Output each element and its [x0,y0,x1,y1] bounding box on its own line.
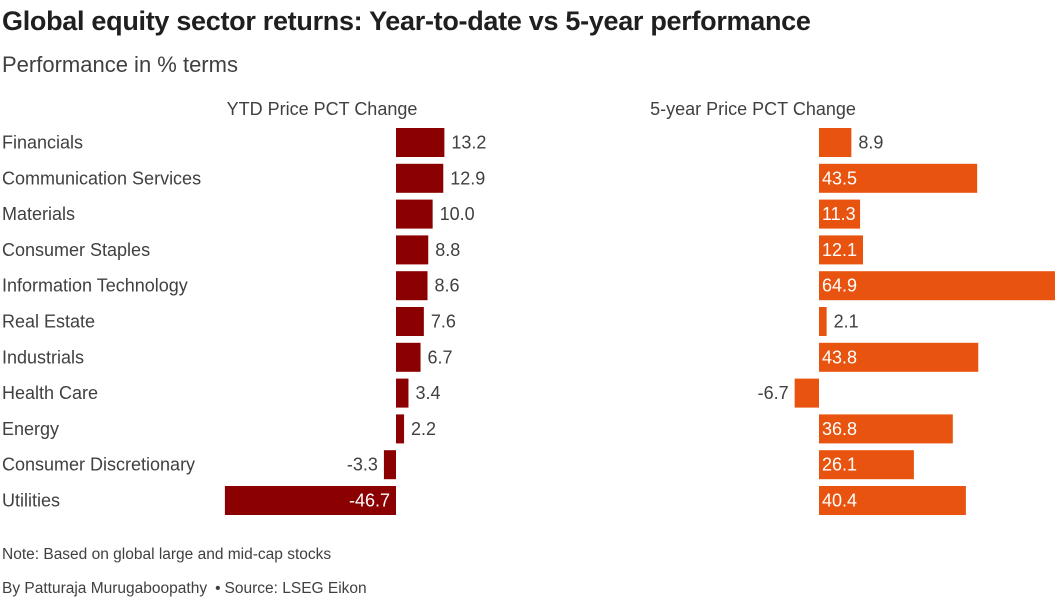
bar [383,450,396,480]
data-label: 3.4 [415,383,440,403]
bar [819,307,827,336]
category-label: Information Technology [2,276,188,296]
category-label: Health Care [2,383,98,403]
data-label: 8.9 [858,133,883,153]
category-label: Consumer Staples [2,240,150,260]
category-label: Real Estate [2,312,95,332]
bar [396,414,405,444]
bar [819,486,966,515]
bar [396,378,409,408]
series-header: YTD Price PCT Change [227,99,418,119]
data-label: 8.8 [435,240,460,260]
data-label: -3.3 [347,455,378,475]
data-label: 10.0 [440,204,475,224]
bar [396,307,424,336]
bar [819,199,861,229]
data-label: 43.5 [822,168,857,188]
data-label: 36.8 [822,419,857,439]
data-label: 12.9 [450,168,485,188]
footnote: Note: Based on global large and mid-cap … [2,546,332,563]
data-label: 64.9 [822,276,857,296]
chart-subtitle: Performance in % terms [2,52,238,77]
bar [396,128,445,157]
bar [396,271,428,301]
bar [819,128,852,157]
data-label: 40.4 [822,491,857,511]
bar [819,414,953,444]
bar [819,450,914,480]
bar [396,199,433,229]
data-label: 12.1 [822,240,857,260]
bar [794,378,819,408]
data-label: 13.2 [451,133,486,153]
bar [396,342,421,372]
bar [819,235,863,265]
data-label: 11.3 [822,204,856,224]
data-label: -6.7 [758,383,789,403]
bar [819,163,978,193]
data-label: 7.6 [431,312,456,332]
series-header: 5-year Price PCT Change [650,99,856,119]
byline: By Patturaja Murugaboopathy [2,580,208,597]
category-label: Consumer Discretionary [2,455,195,475]
bar [396,235,429,265]
data-label: 6.7 [428,347,453,367]
bar [819,342,979,372]
bar [224,486,396,515]
category-label: Energy [2,419,59,439]
data-label: 2.2 [411,419,436,439]
data-label: 26.1 [822,455,857,475]
credit-line: By Patturaja Murugaboopathy • Source: LSEG… [2,580,367,598]
data-label: 2.1 [834,312,859,332]
bar [819,271,1055,301]
data-label: 8.6 [435,276,460,296]
category-label: Industrials [2,347,84,367]
source-text: Source: LSEG Eikon [224,580,367,597]
chart-title: Global equity sector returns: Year-to-da… [2,6,811,36]
category-label: Materials [2,204,75,224]
chart-area: Financials Communication Services Material… [2,99,1055,515]
category-label: Financials [2,133,83,153]
bar [396,163,444,193]
data-label: 43.8 [822,347,857,367]
category-label: Communication Services [2,168,201,188]
category-label: Utilities [2,491,60,511]
separator-dot: • [215,580,221,597]
data-label: -46.7 [349,491,390,511]
